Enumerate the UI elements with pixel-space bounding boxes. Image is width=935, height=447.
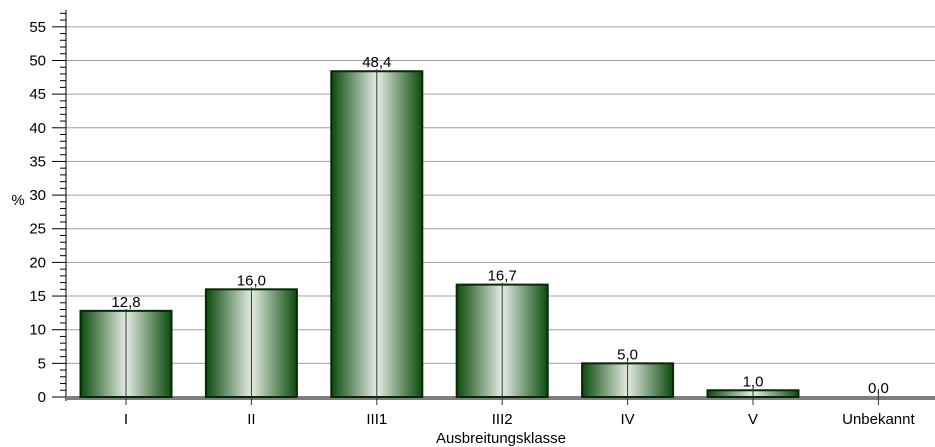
- y-tick-label: 20: [29, 254, 46, 271]
- y-tick-label: 55: [29, 19, 46, 36]
- value-labels: 12,8 16,0 48,4 16,7 5,0 1,0 0,0: [111, 54, 888, 397]
- y-tick-label: 15: [29, 288, 46, 305]
- y-tick-label: 25: [29, 221, 46, 238]
- data-label: 48,4: [362, 54, 391, 71]
- data-label: 12,8: [111, 294, 140, 311]
- y-tick-label: 30: [29, 187, 46, 204]
- bars: [79, 70, 800, 399]
- x-tick-label: I: [124, 411, 128, 428]
- data-label: 5,0: [617, 346, 638, 363]
- x-tick-label: V: [748, 411, 758, 428]
- data-label: 1,0: [743, 373, 764, 390]
- x-tick-label: II: [247, 411, 255, 428]
- y-axis-label: %: [11, 192, 24, 209]
- x-tick-label: Unbekannt: [842, 411, 915, 428]
- y-tick-label: 35: [29, 153, 46, 170]
- y-tick-label: 0: [38, 389, 46, 406]
- data-label: 16,0: [237, 272, 266, 289]
- y-tick-label: 5: [38, 355, 46, 372]
- x-tick-label: IV: [621, 411, 635, 428]
- data-label: 16,7: [488, 268, 517, 285]
- y-tick-label: 40: [29, 120, 46, 137]
- y-tick-label: 10: [29, 322, 46, 339]
- y-tick-label: 50: [29, 52, 46, 69]
- x-axis-label: Ausbreitungsklasse: [436, 430, 566, 447]
- x-tick-label: III1: [366, 411, 387, 428]
- x-axis: I II III1 III2 IV V Unbekannt: [124, 69, 916, 428]
- x-tick-label: III2: [492, 411, 513, 428]
- data-label: 0,0: [868, 380, 889, 397]
- y-tick-label: 45: [29, 86, 46, 103]
